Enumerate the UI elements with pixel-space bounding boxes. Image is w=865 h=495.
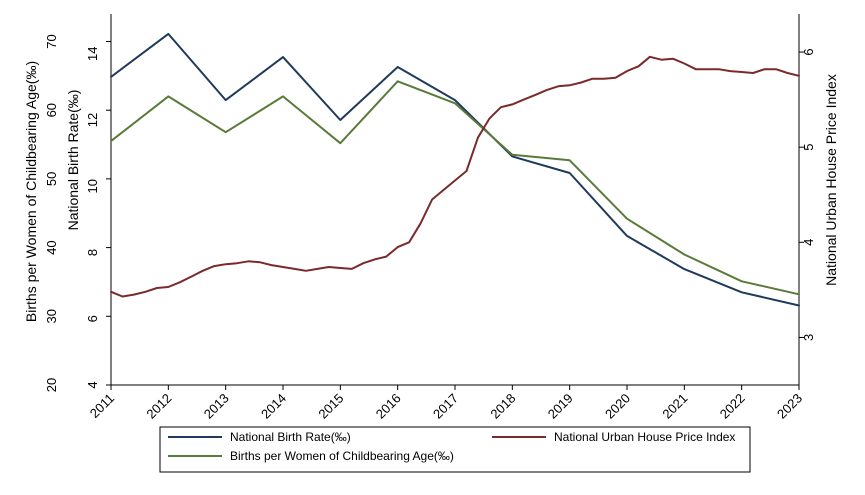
left-outer-axis-label: Births per Women of Childbearing Age(‰) bbox=[23, 61, 39, 322]
series-line-2 bbox=[110, 55, 800, 298]
left-inner-tick-label: 14 bbox=[85, 47, 100, 61]
legend-label: Births per Women of Childbearing Age(‰) bbox=[230, 449, 454, 463]
left-outer-tick-label: 70 bbox=[44, 34, 59, 48]
x-tick-label: 2021 bbox=[659, 391, 690, 422]
legend-label: National Birth Rate(‰) bbox=[230, 430, 351, 444]
series-line-0 bbox=[110, 32, 800, 307]
left-outer-tick-label: 60 bbox=[44, 103, 59, 117]
x-tick-label: 2011 bbox=[87, 391, 117, 421]
left-inner-tick-label: 4 bbox=[85, 381, 100, 388]
x-tick-label: 2019 bbox=[545, 391, 576, 422]
left-inner-tick-label: 12 bbox=[85, 113, 100, 127]
series-layer bbox=[110, 32, 800, 307]
x-tick-label: 2016 bbox=[373, 391, 404, 422]
right-tick-label: 3 bbox=[801, 334, 816, 341]
axes: 2011 2012 2013 2014 2015 2016 2017 2018 2019 2020… bbox=[23, 14, 839, 422]
x-tick-label: 2012 bbox=[143, 391, 174, 422]
x-tick-label: 2017 bbox=[430, 391, 461, 422]
left-outer-tick-label: 30 bbox=[44, 309, 59, 323]
x-tick-label: 2023 bbox=[774, 391, 805, 422]
x-tick-label: 2020 bbox=[602, 391, 633, 422]
left-outer-tick-label: 20 bbox=[44, 378, 59, 392]
series-line-1 bbox=[110, 80, 800, 296]
right-tick-label: 4 bbox=[801, 239, 816, 246]
x-tick-label: 2014 bbox=[258, 391, 289, 422]
x-tick-label: 2018 bbox=[487, 391, 518, 422]
right-axis-label: National Urban House Price Index bbox=[823, 74, 839, 286]
left-inner-tick-label: 10 bbox=[85, 179, 100, 193]
left-inner-tick-label: 6 bbox=[85, 315, 100, 322]
legend-label: National Urban House Price Index bbox=[554, 430, 735, 444]
legend-box bbox=[159, 426, 751, 473]
right-tick-label: 6 bbox=[801, 48, 816, 55]
x-tick-label: 2022 bbox=[717, 391, 748, 422]
right-tick-label: 5 bbox=[801, 144, 816, 151]
x-tick-label: 2013 bbox=[201, 391, 232, 422]
left-inner-axis-label: National Birth Rate(‰) bbox=[65, 90, 81, 231]
left-inner-tick-label: 8 bbox=[85, 249, 100, 256]
x-tick-label: 2015 bbox=[315, 391, 346, 422]
legend: National Birth Rate(‰) National Urban Hou… bbox=[159, 426, 751, 473]
left-outer-tick-label: 50 bbox=[44, 172, 59, 186]
left-outer-tick-label: 40 bbox=[44, 240, 59, 254]
